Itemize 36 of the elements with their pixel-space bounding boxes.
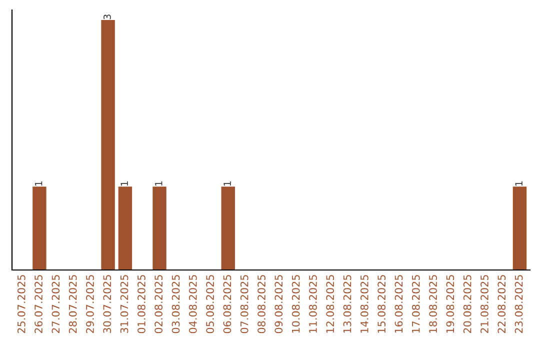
x-tick-label: 09.08.2025 bbox=[274, 275, 283, 334]
x-tick-label: 17.08.2025 bbox=[412, 275, 420, 333]
data-label: 1 bbox=[35, 181, 42, 186]
x-tick-label: 16.08.2025 bbox=[394, 275, 403, 333]
data-label: 1 bbox=[155, 181, 162, 186]
x-tick-label: 25.07.2025 bbox=[17, 275, 26, 334]
x-tick-label: 22.08.2025 bbox=[498, 275, 506, 334]
x-tick-label: 26.07.2025 bbox=[34, 275, 42, 334]
x-tick-label: 07.08.2025 bbox=[240, 275, 248, 334]
data-label: 1 bbox=[224, 181, 231, 186]
data-label: 1 bbox=[515, 181, 522, 186]
x-tick-label: 18.08.2025 bbox=[429, 275, 437, 333]
x-tick-label: 29.07.2025 bbox=[86, 275, 94, 334]
data-label: 3 bbox=[104, 14, 111, 20]
x-tick-label: 01.08.2025 bbox=[138, 275, 146, 334]
x-tick-label: 15.08.2025 bbox=[378, 275, 386, 333]
x-tick-label: 14.08.2025 bbox=[360, 275, 368, 333]
x-tick-label: 02.08.2025 bbox=[154, 275, 163, 334]
x-tick-label: 06.08.2025 bbox=[223, 275, 232, 334]
x-tick-label: 11.08.2025 bbox=[309, 275, 317, 333]
data-label: 1 bbox=[120, 181, 128, 186]
x-tick-label: 30.07.2025 bbox=[103, 275, 112, 334]
x-tick-label: 31.07.2025 bbox=[120, 275, 128, 334]
x-tick-label: 08.08.2025 bbox=[258, 275, 266, 334]
x-tick-label: 27.07.2025 bbox=[52, 275, 60, 334]
x-tick-label: 13.08.2025 bbox=[343, 275, 352, 333]
x-tick-label: 05.08.2025 bbox=[206, 275, 214, 334]
x-tick-label: 20.08.2025 bbox=[463, 275, 472, 334]
x-tick-label: 03.08.2025 bbox=[172, 275, 180, 334]
x-tick-label: 21.08.2025 bbox=[480, 275, 488, 334]
x-tick-label: 12.08.2025 bbox=[326, 275, 334, 333]
x-tick-label: 10.08.2025 bbox=[292, 275, 300, 333]
x-tick-label: 04.08.2025 bbox=[188, 275, 197, 334]
x-tick-label: 19.08.2025 bbox=[446, 275, 454, 333]
x-tick-label: 28.07.2025 bbox=[68, 275, 77, 334]
x-tick-label: 23.08.2025 bbox=[514, 275, 523, 334]
